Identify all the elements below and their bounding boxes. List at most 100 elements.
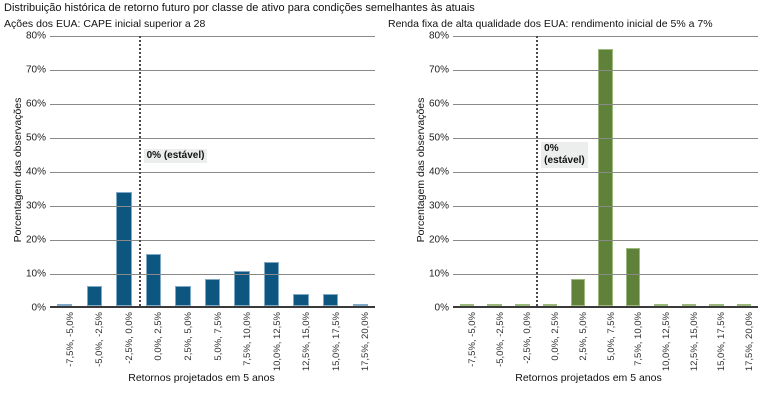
gridline xyxy=(453,36,758,37)
bar[interactable] xyxy=(626,248,641,306)
bar-series-right xyxy=(453,36,758,306)
bar[interactable] xyxy=(681,304,696,306)
x-tick-label: 0,0%, 2,5% xyxy=(550,312,562,361)
bar[interactable] xyxy=(737,304,752,306)
bar[interactable] xyxy=(145,253,162,306)
gridline xyxy=(50,104,375,105)
bar[interactable] xyxy=(116,192,132,306)
x-tick-label: 10,0%, 12,5% xyxy=(271,312,283,372)
x-axis-title-right: Retornos projetados em 5 anos xyxy=(515,372,662,384)
bar[interactable] xyxy=(293,294,309,306)
x-tick-slot: -2,5%, 0,0% xyxy=(508,310,536,368)
bar[interactable] xyxy=(598,49,613,306)
bar-slot xyxy=(139,36,169,306)
gridline xyxy=(453,274,758,275)
gridline xyxy=(50,206,375,207)
y-tick-label: 50% xyxy=(428,132,449,144)
bar[interactable] xyxy=(175,286,191,306)
x-tick-slot: 17,5%, 20,0% xyxy=(345,310,375,372)
x-tick-slot: -2,5%, 0,0% xyxy=(109,310,139,368)
x-tick-slot: 15,0%, 17,5% xyxy=(703,310,731,372)
zero-reference-line xyxy=(536,36,539,306)
bar[interactable] xyxy=(653,304,669,306)
bar[interactable] xyxy=(352,304,368,306)
bar[interactable] xyxy=(542,304,558,306)
bar[interactable] xyxy=(86,286,102,306)
page-title: Distribuição histórica de retorno futuro… xyxy=(4,2,475,14)
bar-slot xyxy=(227,36,257,306)
bar-slot xyxy=(286,36,316,306)
plot-area-right: 0% (estável) xyxy=(453,36,758,308)
zero-annotation-label: 0% (estável) xyxy=(541,142,588,168)
bar[interactable] xyxy=(263,262,280,306)
bar-slot xyxy=(592,36,620,306)
x-tick-slot: 0,0%, 2,5% xyxy=(536,310,564,368)
bar-slot xyxy=(481,36,509,306)
bar[interactable] xyxy=(709,304,724,306)
y-tick-label: 60% xyxy=(25,98,46,110)
bar-slot xyxy=(730,36,758,306)
x-tick-label: 12,5%, 15,0% xyxy=(688,312,700,372)
gridline xyxy=(50,172,375,173)
x-tick-slot: 17,5%, 20,0% xyxy=(730,310,758,372)
gridline xyxy=(50,240,375,241)
gridline xyxy=(453,104,758,105)
bar-slot xyxy=(703,36,731,306)
x-tick-label: 2,5%, 5,0% xyxy=(577,312,589,361)
bar[interactable] xyxy=(570,278,586,306)
x-tick-slot: -7,5%, -5,0% xyxy=(50,310,80,368)
x-tick-label: -2,5%, 0,0% xyxy=(123,312,135,364)
x-tick-label: 2,5%, 5,0% xyxy=(182,312,194,361)
bar-slot xyxy=(619,36,647,306)
x-tick-label: 12,5%, 15,0% xyxy=(301,312,313,372)
gridline xyxy=(50,36,375,37)
x-tick-slot: -7,5%, -5,0% xyxy=(453,310,481,368)
bar[interactable] xyxy=(487,304,502,306)
y-tick-label: 10% xyxy=(25,268,46,280)
x-tick-label: 15,0%, 17,5% xyxy=(716,312,728,372)
x-axis-title-left: Retornos projetados em 5 anos xyxy=(128,372,275,384)
bar[interactable] xyxy=(515,304,530,306)
y-tick-label: 40% xyxy=(428,166,449,178)
gridline xyxy=(453,206,758,207)
gridline xyxy=(453,138,758,139)
chart-left-subtitle: Ações dos EUA: CAPE inicial superior a 2… xyxy=(4,18,206,30)
x-tick-label: 7,5%, 10,0% xyxy=(242,312,254,366)
y-axis-ticks-left: 0% 10% 20% 30% 40% 50% 60% 70% 80% xyxy=(12,31,46,314)
x-tick-slot: 0,0%, 2,5% xyxy=(139,310,169,368)
bar[interactable] xyxy=(459,304,475,306)
zero-reference-line xyxy=(138,36,141,306)
x-tick-slot: 5,0%, 7,5% xyxy=(592,310,620,368)
bar-slot xyxy=(50,36,80,306)
bar-slot xyxy=(453,36,481,306)
bar-slot xyxy=(508,36,536,306)
y-tick-label: 50% xyxy=(25,132,46,144)
bar[interactable] xyxy=(323,294,339,306)
bar-slot xyxy=(316,36,346,306)
bar[interactable] xyxy=(204,278,221,306)
bar-slot xyxy=(257,36,287,306)
x-tick-slot: 10,0%, 12,5% xyxy=(257,310,287,372)
bar-series-left xyxy=(50,36,375,306)
gridline xyxy=(50,274,375,275)
x-tick-label: -7,5%, -5,0% xyxy=(466,312,478,367)
x-tick-label: 15,0%, 17,5% xyxy=(330,312,342,372)
y-tick-label: 0% xyxy=(434,302,449,314)
y-tick-label: 40% xyxy=(25,166,46,178)
x-tick-slot: -5,0%, -2,5% xyxy=(80,310,110,368)
y-tick-label: 10% xyxy=(428,268,449,280)
x-tick-label: -5,0%, -2,5% xyxy=(94,312,106,367)
bar-slot xyxy=(536,36,564,306)
y-tick-label: 70% xyxy=(25,64,46,76)
x-tick-label: -2,5%, 0,0% xyxy=(522,312,534,364)
x-tick-label: 17,5%, 20,0% xyxy=(744,312,756,372)
bar[interactable] xyxy=(57,304,73,306)
x-tick-label: 17,5%, 20,0% xyxy=(360,312,372,372)
bar-slot xyxy=(647,36,675,306)
x-tick-slot: 2,5%, 5,0% xyxy=(564,310,592,368)
x-tick-label: -7,5%, -5,0% xyxy=(64,312,76,367)
y-tick-label: 30% xyxy=(428,200,449,212)
y-tick-label: 80% xyxy=(25,30,46,42)
bar[interactable] xyxy=(234,270,250,306)
x-tick-label: 5,0%, 7,5% xyxy=(605,312,617,361)
